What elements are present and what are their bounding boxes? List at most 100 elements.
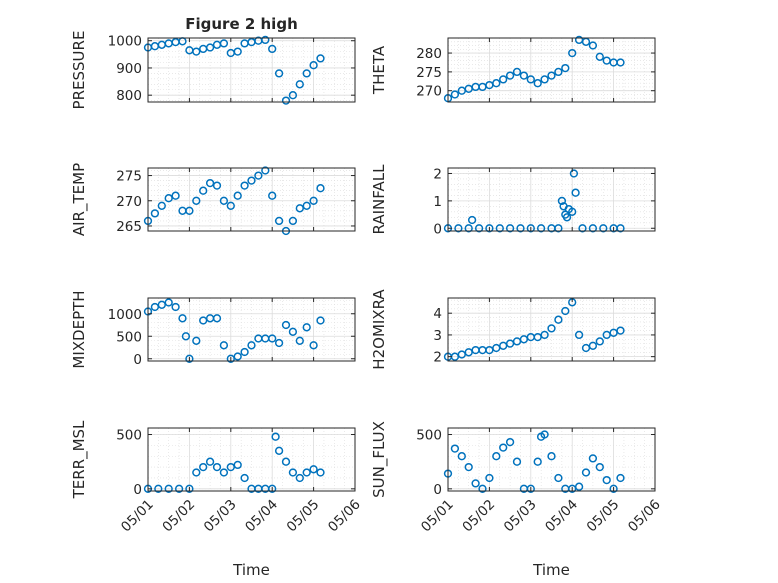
data-point	[505, 224, 515, 233]
data-point	[616, 326, 625, 335]
data-point	[526, 224, 535, 233]
data-point	[199, 186, 208, 195]
data-point	[154, 484, 163, 493]
data-point	[302, 69, 311, 78]
data-point	[536, 224, 546, 233]
data-point	[185, 206, 194, 215]
data-point	[485, 224, 494, 233]
data-point	[268, 44, 277, 54]
data-point	[568, 48, 577, 58]
data-point	[464, 462, 473, 472]
axes-frame	[147, 37, 356, 103]
data-point	[274, 216, 284, 226]
data-point	[457, 452, 466, 461]
data-point	[150, 209, 160, 218]
axes-frame	[147, 297, 356, 362]
axes-background	[448, 298, 655, 361]
data-point	[288, 468, 298, 477]
data-point	[616, 473, 625, 483]
data-point	[588, 341, 598, 350]
data-point	[192, 468, 201, 477]
subplot-6: 2 3 4 H2OMIXRA	[370, 289, 656, 370]
data-point	[205, 178, 215, 188]
data-point	[595, 52, 604, 61]
data-point	[450, 90, 460, 99]
data-point	[288, 91, 298, 100]
data-point	[261, 166, 270, 175]
data-point	[588, 41, 598, 50]
axes-background	[148, 38, 355, 102]
data-point	[571, 188, 580, 197]
y-axis-label: PRESSURE	[70, 31, 88, 110]
data-point	[302, 201, 311, 210]
data-point	[467, 215, 477, 225]
data-point	[574, 330, 584, 340]
data-point	[533, 79, 542, 88]
data-point	[219, 39, 229, 48]
axes-frame	[447, 427, 656, 492]
data-point	[568, 207, 577, 216]
data-point	[547, 452, 556, 461]
y-tick-label: 800	[116, 88, 142, 104]
subplot-1: 800 900 1000 PRESSURE Figure 2 high	[70, 15, 356, 110]
data-point	[561, 63, 570, 73]
data-point	[602, 475, 611, 485]
data-point	[309, 341, 318, 350]
axes-background	[148, 428, 355, 491]
axes-frame	[147, 167, 356, 232]
data-point	[192, 47, 201, 56]
data-point	[478, 484, 487, 493]
data-point	[302, 468, 311, 477]
data-point	[212, 181, 222, 190]
series-points	[443, 430, 625, 493]
data-point	[171, 191, 180, 200]
data-point	[492, 452, 501, 461]
axes-background	[148, 298, 355, 361]
data-point	[174, 484, 184, 493]
data-point	[240, 181, 249, 190]
data-point	[212, 462, 222, 472]
data-point	[288, 327, 298, 336]
data-point	[247, 176, 256, 185]
data-point	[268, 334, 277, 343]
data-point	[569, 169, 579, 178]
y-tick-label: 0	[133, 482, 142, 498]
data-point	[526, 484, 535, 493]
data-point	[178, 314, 187, 323]
data-point	[540, 430, 549, 439]
data-point	[185, 354, 194, 363]
chart-title: Figure 2 high	[185, 15, 298, 33]
data-point	[595, 337, 604, 346]
data-point	[547, 71, 556, 80]
data-point	[499, 443, 508, 452]
y-tick-label: 500	[116, 329, 142, 345]
x-axis-label: Time	[232, 561, 270, 579]
data-point	[561, 306, 570, 316]
axes-frame	[447, 37, 656, 103]
y-tick-label: 0	[133, 352, 142, 368]
data-point	[554, 315, 563, 324]
data-point	[219, 196, 229, 205]
data-point	[240, 473, 249, 483]
data-point	[316, 316, 325, 325]
data-point	[295, 473, 304, 483]
data-point	[516, 224, 525, 233]
data-point	[274, 338, 284, 348]
y-axis-label: MIXDEPTH	[70, 290, 88, 368]
data-point	[212, 314, 222, 323]
y-axis-label: AIR_TEMP	[70, 163, 89, 236]
y-tick-label: 2	[433, 350, 442, 366]
y-tick-label: 265	[116, 219, 142, 235]
data-point	[295, 80, 304, 89]
data-point	[464, 224, 473, 233]
data-point	[185, 484, 194, 493]
y-tick-label: 500	[416, 428, 442, 444]
data-point	[316, 468, 325, 477]
data-point	[281, 96, 291, 105]
y-tick-label: 2	[433, 166, 442, 182]
data-point	[595, 462, 604, 472]
series-points	[443, 169, 625, 233]
axes-background	[448, 38, 655, 102]
series-points	[443, 35, 625, 103]
